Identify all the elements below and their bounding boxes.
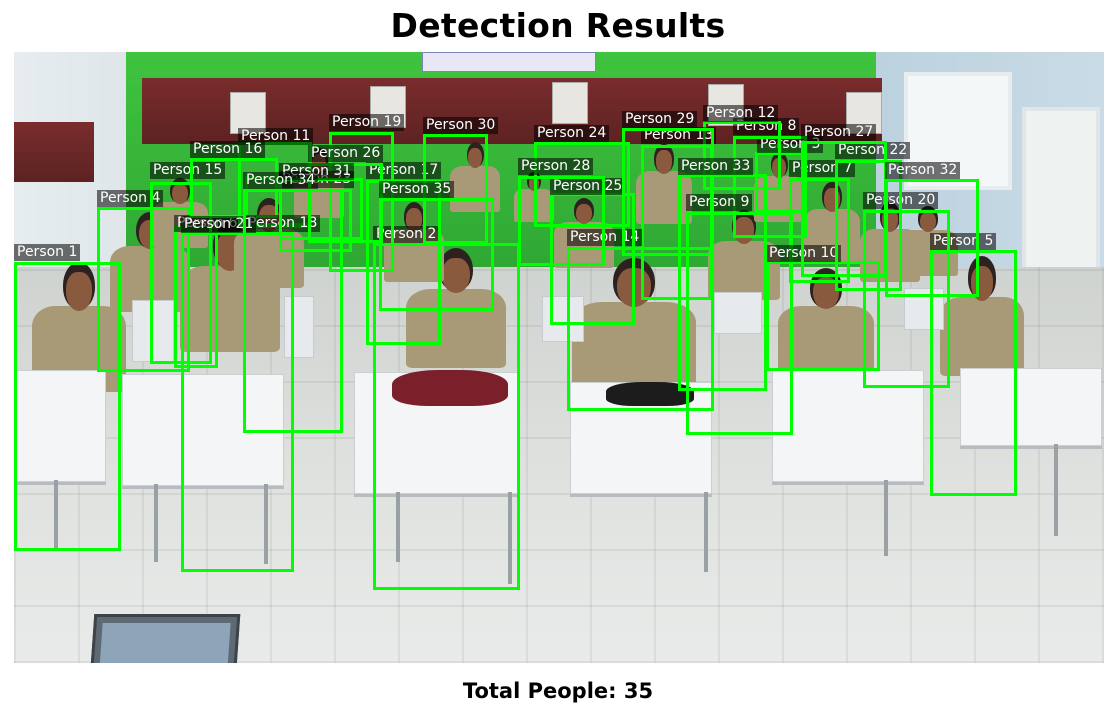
detection-box xyxy=(379,198,494,311)
detection-label: Person 17 xyxy=(366,162,442,179)
detection-box xyxy=(885,179,979,297)
banner-image xyxy=(422,52,596,72)
detection-label: Person 35 xyxy=(379,181,455,198)
detection-box xyxy=(801,141,887,277)
detection-box xyxy=(835,160,902,291)
desk-leg xyxy=(1054,444,1058,536)
desk-leg xyxy=(154,484,158,562)
desk-leg xyxy=(396,492,400,562)
detection-box xyxy=(14,262,121,551)
laptop xyxy=(89,614,241,663)
desk xyxy=(284,296,314,358)
desk-leg xyxy=(54,480,58,550)
desk xyxy=(14,370,106,482)
detection-box xyxy=(243,189,343,433)
student-figure xyxy=(940,256,1024,376)
detection-label: Person 26 xyxy=(308,145,384,162)
detection-label: Person 13 xyxy=(641,127,717,144)
detection-label: Person 15 xyxy=(150,162,226,179)
detection-box xyxy=(686,212,793,435)
detection-box xyxy=(678,174,767,391)
detection-label: Person 12 xyxy=(703,105,779,122)
student-figure xyxy=(450,142,500,212)
desk-leg xyxy=(704,492,708,572)
desk xyxy=(960,368,1102,446)
desk-leg xyxy=(264,484,268,564)
desk xyxy=(132,300,174,362)
detection-label: Person 11 xyxy=(238,128,314,145)
student-figure xyxy=(636,144,692,224)
detection-box xyxy=(766,261,880,371)
detection-box xyxy=(703,121,781,190)
wall-plate xyxy=(552,82,588,124)
detection-label: Person 22 xyxy=(835,142,911,159)
detection-box xyxy=(373,243,520,590)
detection-box xyxy=(534,142,630,227)
detection-label: Person 9 xyxy=(686,194,753,211)
detection-label: Person 28 xyxy=(518,158,594,175)
detection-box xyxy=(181,232,294,572)
desk xyxy=(714,292,762,334)
detection-box xyxy=(329,132,394,272)
detection-label: Person 24 xyxy=(534,125,610,142)
classroom-photo xyxy=(14,52,1104,663)
desk-leg xyxy=(508,492,512,584)
detection-box xyxy=(622,128,714,256)
detection-label: Person 4 xyxy=(97,190,164,207)
figure-title: Detection Results xyxy=(390,6,726,45)
student-figure xyxy=(406,248,506,368)
detection-label: Person 34 xyxy=(243,172,319,189)
detection-label: Person 21 xyxy=(181,216,257,233)
detection-label: Person 19 xyxy=(329,114,405,131)
desk xyxy=(772,370,924,482)
backpack xyxy=(392,370,508,406)
side-board xyxy=(14,122,94,182)
total-people-count: Total People: 35 xyxy=(462,679,654,703)
desk xyxy=(542,296,584,342)
detection-label: Person 16 xyxy=(190,141,266,158)
detection-label: Person 33 xyxy=(678,158,754,175)
detection-label: Person 27 xyxy=(801,124,877,141)
detection-box xyxy=(518,176,605,266)
detection-box xyxy=(567,247,714,411)
detection-label: Person 30 xyxy=(423,117,499,134)
detection-label: Person 1 xyxy=(14,244,81,261)
detection-label: Person 29 xyxy=(622,111,698,128)
detection-label: Person 32 xyxy=(885,162,961,179)
detection-label: Person 18 xyxy=(245,215,321,232)
detection-box xyxy=(97,207,190,372)
desk-leg xyxy=(884,480,888,556)
detection-box xyxy=(930,250,1017,496)
detection-box xyxy=(863,210,950,388)
